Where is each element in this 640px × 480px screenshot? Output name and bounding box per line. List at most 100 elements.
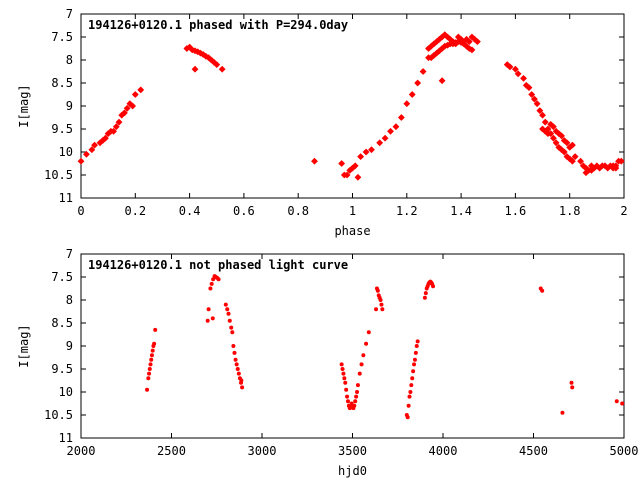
data-point [544, 130, 552, 137]
data-point [362, 148, 370, 156]
data-point [414, 79, 422, 87]
data-point [409, 383, 414, 388]
data-point [419, 68, 427, 75]
data-point [520, 75, 527, 82]
data-points [77, 31, 625, 181]
data-point [233, 357, 238, 362]
data-point [411, 369, 416, 374]
x-tick-label: 1.4 [450, 204, 472, 218]
data-point [577, 157, 584, 165]
phased-light-curve-plot: 194126+0120.1 phased with P=294.0day pha… [17, 7, 628, 238]
data-point [387, 127, 394, 135]
data-point [206, 307, 211, 312]
data-point [345, 399, 350, 404]
data-point [146, 376, 151, 381]
data-point [235, 367, 240, 371]
data-point [380, 307, 385, 312]
chart-title: 194126+0120.1 phased with P=294.0day [88, 18, 348, 32]
data-point [540, 288, 545, 293]
data-point [230, 330, 235, 335]
data-point [431, 284, 436, 289]
data-point [473, 38, 481, 45]
data-point [145, 387, 150, 392]
axis-ticks: 0 0.2 0.4 0.6 0.8 1 1.2 1.4 1.6 1.8 2 7 7.5 8 8.5 9 9.5 1… [44, 7, 628, 218]
data-point [357, 153, 365, 160]
data-point [341, 371, 346, 376]
data-point [152, 341, 157, 346]
data-point [355, 390, 360, 394]
data-point [560, 410, 565, 415]
data-point [137, 86, 145, 94]
x-tick-label: 2 [620, 204, 627, 218]
data-point [438, 77, 446, 85]
data-point [552, 139, 560, 147]
data-point [129, 102, 136, 110]
y-tick-label: 10 [59, 145, 73, 159]
data-point [422, 295, 427, 300]
data-point [147, 367, 152, 371]
data-point [339, 362, 344, 367]
data-point [412, 357, 417, 362]
y-tick-label: 9.5 [51, 362, 73, 376]
data-point [123, 104, 131, 112]
y-tick-label: 8.5 [51, 316, 73, 330]
data-point [121, 109, 128, 117]
x-tick-label: 0.8 [287, 204, 309, 218]
data-point [381, 134, 389, 142]
data-point [354, 173, 362, 181]
data-point [506, 63, 514, 71]
y-tick-label: 8 [66, 53, 73, 67]
data-point [227, 318, 232, 323]
data-point [408, 390, 413, 394]
data-point [359, 362, 364, 367]
x-tick-label: 5000 [610, 444, 639, 458]
data-point [102, 134, 109, 142]
data-point [366, 330, 371, 335]
x-tick-label: 3500 [338, 444, 367, 458]
y-tick-label: 10.5 [44, 168, 73, 182]
data-point [211, 277, 216, 282]
x-axis-label: phase [334, 224, 370, 238]
data-point [150, 348, 155, 353]
data-point [617, 157, 625, 165]
data-point [210, 316, 215, 321]
x-tick-label: 1.2 [396, 204, 418, 218]
unphased-light-curve-plot: 194126+0120.1 not phased light curve hjd… [17, 247, 638, 478]
data-point [209, 281, 214, 286]
data-point [231, 344, 236, 348]
data-point [344, 387, 349, 392]
data-point [153, 327, 158, 332]
data-point [531, 95, 538, 103]
data-point [88, 146, 96, 154]
data-point [112, 123, 120, 131]
data-point [392, 123, 400, 131]
data-points [145, 274, 625, 420]
y-tick-label: 8.5 [51, 76, 73, 90]
data-point [368, 146, 375, 154]
x-axis-label: hjd0 [338, 464, 367, 478]
y-tick-label: 11 [59, 191, 73, 205]
data-point [83, 150, 90, 158]
data-point [415, 339, 420, 344]
data-point [342, 376, 347, 381]
data-point [223, 302, 228, 307]
data-point [351, 162, 359, 170]
data-point [410, 376, 415, 381]
data-point [560, 148, 568, 156]
data-point [539, 111, 546, 119]
data-point [412, 362, 417, 367]
data-point [357, 371, 362, 376]
x-tick-label: 3000 [248, 444, 277, 458]
y-tick-label: 11 [59, 431, 73, 445]
data-point [343, 171, 351, 179]
data-point [149, 353, 154, 358]
data-point [343, 380, 348, 385]
data-point [232, 350, 237, 355]
data-point [423, 291, 428, 296]
x-tick-label: 2500 [157, 444, 186, 458]
data-point [236, 371, 241, 376]
data-point [533, 100, 541, 108]
data-point [364, 341, 369, 346]
data-point [571, 153, 579, 160]
